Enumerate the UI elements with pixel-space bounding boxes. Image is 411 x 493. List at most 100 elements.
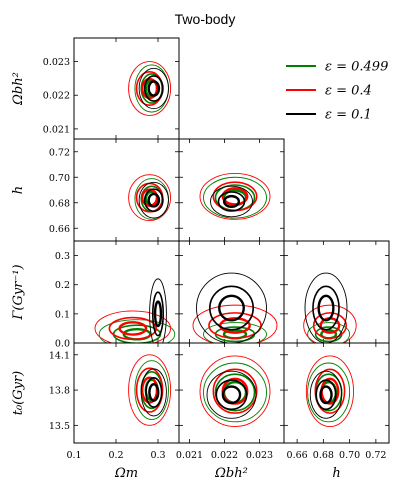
y-tick-label: 0.70 [49,173,70,184]
contour-ε = 0.1 [149,278,167,343]
panel-t0-vs-om [73,342,180,444]
x-tick-label: 0.022 [211,450,238,461]
panel-gamma-vs-h [283,240,390,344]
contour-ε = 0.4 [128,174,172,222]
y-axis-label-h: h [11,186,26,194]
legend-label: ε = 0.4 [325,84,372,99]
x-tick-label: 0.021 [176,450,203,461]
contour-ε = 0.1 [151,291,165,337]
contour-ε = 0.4 [135,367,164,413]
y-tick-label: 13.5 [49,421,70,432]
y-axis-label-t0: t₀(Gyr) [11,371,26,416]
y-tick-label: 0.72 [49,147,70,158]
panel-obh2-vs-om [73,37,180,140]
y-tick-label: 0.68 [49,198,70,209]
contour-ε = 0.1 [315,379,337,411]
panel-frame [73,240,180,344]
y-tick-label: 0.021 [43,124,70,135]
contour-ε = 0.1 [217,191,246,212]
x-tick-label: 0.72 [365,450,386,461]
contour-ε = 0.1 [153,300,163,328]
panel-h-vs-om [73,138,180,242]
contour-ε = 0.1 [210,185,253,218]
contour-ε = 0.4 [199,172,271,220]
contour-ε = 0.4 [199,355,271,427]
contour-ε = 0.499 [307,322,351,343]
panel-gamma-vs-obh2 [178,240,285,344]
panel-h-vs-obh2 [178,138,285,242]
chart-title: Two-body [175,11,236,27]
contour-ε = 0.4 [212,368,258,414]
contour-ε = 0.1 [215,379,248,411]
contour-ε = 0.1 [140,368,167,417]
contour-ε = 0.499 [134,360,169,420]
contour-ε = 0.4 [118,321,148,336]
x-tick-label: 0.1 [66,450,81,461]
legend: ε = 0.499 ε = 0.4 ε = 0.1 [286,60,388,123]
contour-ε = 0.1 [309,370,343,419]
y-tick-label: 13.8 [49,386,70,397]
contour-ε = 0.1 [319,385,333,405]
contour-ε = 0.4 [128,354,172,426]
y-tick-label: 0.022 [43,91,70,102]
contour-ε = 0.1 [147,80,161,97]
contour-ε = 0.1 [138,181,169,219]
x-axis-label-h: h [332,466,340,481]
contour-ε = 0.499 [203,362,267,423]
y-tick-label: 0.3 [55,251,70,262]
y-tick-label: 14.1 [49,350,70,361]
x-tick-label: 0.023 [246,450,273,461]
contour-ε = 0.1 [148,382,160,402]
contour-ε = 0.4 [221,187,249,206]
contour-ε = 0.4 [219,317,251,334]
contour-ε = 0.499 [214,373,256,412]
contour-ε = 0.1 [143,188,164,213]
x-axis-label-obh2: Ωbh² [214,466,248,481]
y-axis-label-gamma: Γ(Gyr⁻¹) [11,264,26,320]
contour-ε = 0.4 [305,355,355,427]
panel-t0-vs-h [283,342,390,444]
x-tick-label: 0.66 [287,450,308,461]
x-axis-label-om: Ωm [114,466,138,481]
panel-gamma-vs-om [73,240,180,344]
contour-ε = 0.4 [314,368,346,414]
contour-ε = 0.1 [312,285,340,331]
x-tick-label: 0.3 [150,450,165,461]
x-tick-label: 0.70 [339,450,360,461]
contour-ε = 0.4 [303,304,357,343]
panel-frame [178,342,285,444]
contour-ε = 0.4 [208,312,262,339]
panel-t0-vs-obh2 [178,342,285,444]
y-tick-label: 0.66 [49,224,70,235]
legend-label: ε = 0.499 [325,60,388,75]
contour-ε = 0.499 [98,319,176,343]
legend-label: ε = 0.1 [325,108,372,123]
contour-ε = 0.1 [222,194,241,209]
contour-ε = 0.1 [209,285,255,331]
contour-ε = 0.4 [94,310,172,343]
contour-ε = 0.1 [317,294,335,322]
y-tick-label: 0.2 [55,280,70,291]
contour-ε = 0.1 [221,385,242,405]
contour-ε = 0.1 [138,67,169,110]
contour-ε = 0.4 [141,77,159,100]
contour-ε = 0.4 [192,304,278,343]
y-tick-label: 0.023 [43,57,70,68]
contour-ε = 0.1 [143,75,164,102]
contour-ε = 0.499 [203,322,267,343]
y-axis-label-obh2: Ωbh² [11,72,26,106]
contour-ε = 0.4 [312,312,348,339]
contour-ε = 0.1 [147,192,161,208]
contour-ε = 0.499 [307,362,351,423]
y-tick-label: 0.1 [55,309,70,320]
contour-ε = 0.1 [218,294,245,322]
y-tick-label: 0.0 [55,339,70,350]
contour-ε = 0.499 [203,176,267,219]
contour-ε = 0.1 [206,370,257,419]
x-tick-label: 0.2 [108,450,123,461]
x-tick-label: 0.68 [313,450,334,461]
contour-ε = 0.1 [145,377,163,408]
panel-frame [283,342,390,444]
contour-ε = 0.4 [108,316,158,341]
